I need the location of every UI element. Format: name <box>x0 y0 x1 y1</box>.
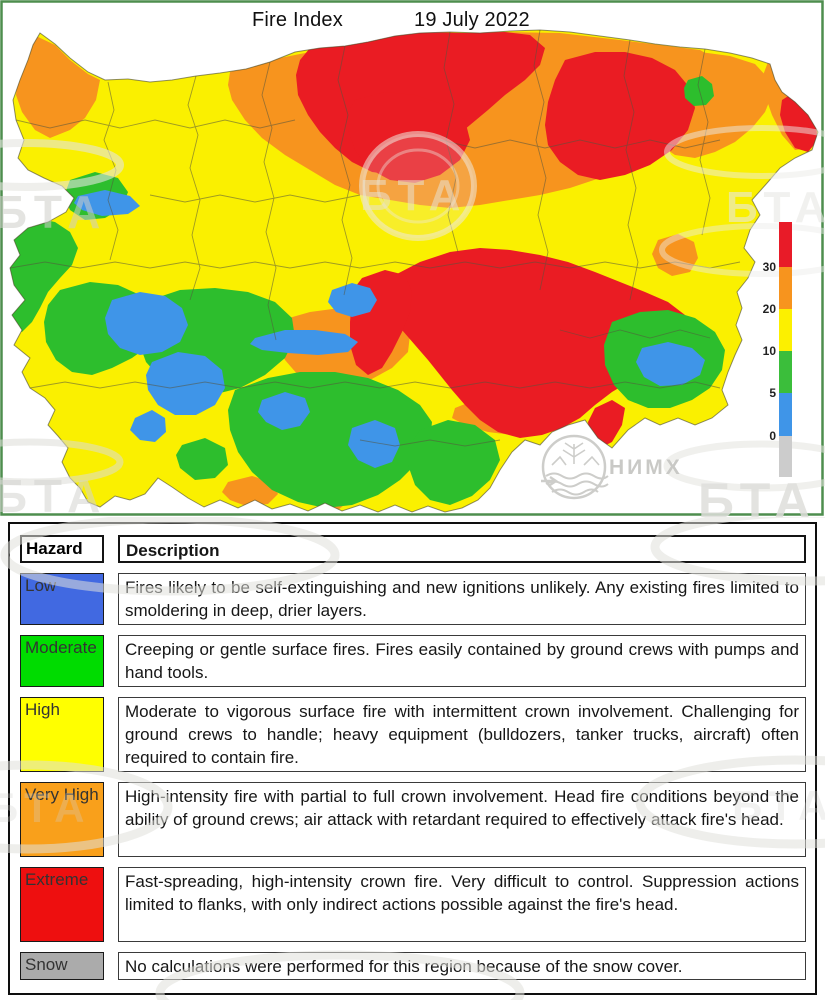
colorbar-tick-5: 5 <box>769 386 776 400</box>
colorbar-tick-30: 30 <box>763 260 777 274</box>
colorbar-veryhigh-segment <box>779 267 792 309</box>
colorbar-extreme-segment <box>779 222 792 267</box>
column-gap <box>104 782 118 857</box>
watermark-ring <box>663 440 825 492</box>
bta-watermark-text: БТА <box>360 171 467 220</box>
hazard-description-very-high: High-intensity fire with partial to full… <box>118 782 806 857</box>
watermark-ring <box>0 139 124 191</box>
column-gap <box>104 535 118 563</box>
column-gap <box>104 573 118 625</box>
watermark-ring <box>376 148 460 224</box>
colorbar-tick-10: 10 <box>763 344 777 358</box>
watermark-ring <box>659 223 825 277</box>
column-gap <box>104 635 118 687</box>
legend-header-row: Hazard Description <box>20 535 806 563</box>
hazard-description-extreme: Fast-spreading, high-intensity crown fir… <box>118 867 806 942</box>
bta-watermark-text: БТА <box>726 183 825 232</box>
hazard-description-high: Moderate to vigorous surface fire with i… <box>118 697 806 772</box>
hazard-column-header: Hazard <box>20 535 104 563</box>
hazard-legend-table: Hazard Description Low Fires likely to b… <box>8 522 817 995</box>
colorbar-moderate-segment <box>779 351 792 393</box>
hazard-cell-snow: Snow <box>20 952 104 980</box>
map-date: 19 July 2022 <box>414 9 530 31</box>
country-outline <box>9 29 819 513</box>
legend-row-high: High Moderate to vigorous surface fire w… <box>20 697 806 772</box>
bulgaria-map-canvas: БТА БТА БТА БТА БТА <box>0 0 825 529</box>
map-regions-low <box>74 190 705 468</box>
hazard-cell-low: Low <box>20 573 104 625</box>
legend-row-low: Low Fires likely to be self-extinguishin… <box>20 573 806 625</box>
bta-watermark-text: БТА <box>0 186 108 238</box>
hazard-description-snow: No calculations were performed for this … <box>118 952 806 980</box>
colorbar-low-segment <box>779 393 792 436</box>
legend-row-moderate: Moderate Creeping or gentle surface fire… <box>20 635 806 687</box>
column-gap <box>104 952 118 980</box>
legend-row-very-high: Very High High-intensity fire with parti… <box>20 782 806 857</box>
watermark-ring <box>359 131 477 241</box>
hazard-cell-high: High <box>20 697 104 772</box>
nimh-watermark-text: НИМХ <box>609 456 683 479</box>
map-frame <box>0 0 824 516</box>
hazard-cell-very-high: Very High <box>20 782 104 857</box>
bta-watermarks-map: БТА БТА БТА БТА БТА <box>0 125 825 529</box>
column-gap <box>104 697 118 772</box>
watermark-ring <box>664 125 825 179</box>
colorbar-tick-20: 20 <box>763 302 777 316</box>
fire-index-colorbar: 30 20 10 5 0 <box>763 222 792 477</box>
colorbar-snow-segment <box>779 436 792 477</box>
watermark-ring <box>0 438 124 486</box>
colorbar-high-segment <box>779 309 792 351</box>
nimh-logo-circle <box>541 434 607 500</box>
legend-row-extreme: Extreme Fast-spreading, high-intensity c… <box>20 867 806 942</box>
bta-watermark-text: БТА <box>698 473 817 517</box>
hazard-description-low: Fires likely to be self-extinguishing an… <box>118 573 806 625</box>
column-gap <box>104 867 118 942</box>
nimh-logo-watermark <box>541 434 609 500</box>
fire-index-map: БТА БТА БТА БТА БТА <box>0 0 825 529</box>
description-column-header: Description <box>118 535 806 563</box>
legend-row-snow: Snow No calculations were performed for … <box>20 952 806 980</box>
bta-watermark-text: БТА <box>0 470 108 517</box>
hazard-description-moderate: Creeping or gentle surface fires. Fires … <box>118 635 806 687</box>
colorbar-tick-0: 0 <box>769 429 776 443</box>
hazard-cell-extreme: Extreme <box>20 867 104 942</box>
map-title: Fire Index <box>252 9 343 31</box>
hazard-cell-moderate: Moderate <box>20 635 104 687</box>
